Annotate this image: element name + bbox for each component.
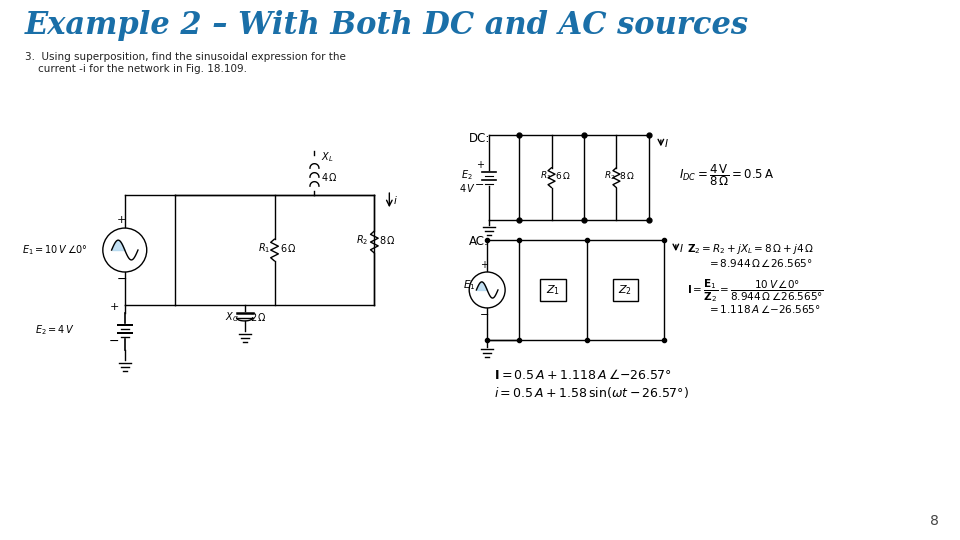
Text: −: −: [108, 335, 119, 348]
Text: current ­i for the network in Fig. 18.109.: current ­i for the network in Fig. 18.10…: [38, 64, 247, 75]
Text: −: −: [116, 273, 127, 286]
Text: $I_{DC} = \dfrac{4\,\mathrm{V}}{8\,\Omega} = 0.5\,\mathrm{A}$: $I_{DC} = \dfrac{4\,\mathrm{V}}{8\,\Omeg…: [679, 163, 774, 188]
Text: $E_1 = 10\,V\,\angle 0°$: $E_1 = 10\,V\,\angle 0°$: [22, 243, 87, 257]
Text: +: +: [109, 302, 119, 312]
Text: $4\,V$: $4\,V$: [459, 181, 476, 194]
Text: $2\,\Omega$: $2\,\Omega$: [250, 311, 266, 323]
Text: $6\,\Omega$: $6\,\Omega$: [279, 242, 297, 254]
Text: $8\,\Omega$: $8\,\Omega$: [379, 234, 396, 246]
Text: $Z_1$: $Z_1$: [546, 283, 561, 297]
Text: $Z_2$: $Z_2$: [618, 283, 633, 297]
Text: $6\,\Omega$: $6\,\Omega$: [555, 170, 570, 181]
Text: $\quad\quad = 8.944\,\Omega\,\angle 26.565°$: $\quad\quad = 8.944\,\Omega\,\angle 26.5…: [686, 257, 812, 269]
Text: −: −: [475, 180, 484, 190]
Circle shape: [469, 272, 505, 308]
Text: −: −: [479, 310, 489, 320]
Text: $\mathbf{I} = 0.5\,A + 1.118\,A\,\angle{-26.57°}$: $\mathbf{I} = 0.5\,A + 1.118\,A\,\angle{…: [494, 368, 672, 382]
Text: $X_L$: $X_L$: [322, 150, 334, 164]
Text: $\mathbf{Z}_2 = R_2 + jX_L = 8\,\Omega + j4\,\Omega$: $\mathbf{Z}_2 = R_2 + jX_L = 8\,\Omega +…: [686, 242, 813, 256]
Text: +: +: [480, 260, 489, 270]
Text: 3.  Using superposition, find the sinusoidal expression for the: 3. Using superposition, find the sinusoi…: [25, 52, 346, 63]
Text: $8\,\Omega$: $8\,\Omega$: [619, 170, 636, 181]
Text: $E_1$: $E_1$: [463, 278, 475, 292]
Text: +: +: [117, 215, 127, 225]
FancyBboxPatch shape: [612, 279, 638, 301]
Text: $R_2$: $R_2$: [605, 170, 616, 182]
Text: 8: 8: [929, 514, 938, 528]
Text: $\quad\quad = 1.118\,A\,\angle{-26.565°}$: $\quad\quad = 1.118\,A\,\angle{-26.565°}…: [686, 303, 821, 315]
Text: $R_1$: $R_1$: [257, 241, 270, 255]
Text: $\mathbf{I} = \dfrac{\mathbf{E}_1}{\mathbf{Z}_2} = \dfrac{10\,V\,\angle 0°}{8.94: $\mathbf{I} = \dfrac{\mathbf{E}_1}{\math…: [686, 277, 824, 304]
Text: $R_1$: $R_1$: [540, 170, 551, 182]
Text: $R_2$: $R_2$: [356, 233, 369, 247]
Text: AC:: AC:: [469, 235, 490, 248]
Text: Example 2 – With Both DC and AC sources: Example 2 – With Both DC and AC sources: [25, 10, 749, 42]
Text: $E_2$: $E_2$: [462, 168, 473, 181]
Text: $4\,\Omega$: $4\,\Omega$: [322, 171, 338, 183]
Text: DC:: DC:: [469, 132, 491, 145]
Text: $I$: $I$: [679, 242, 684, 254]
Text: $E_2 = 4\,V$: $E_2 = 4\,V$: [35, 323, 75, 337]
Text: $I$: $I$: [664, 137, 668, 149]
Circle shape: [103, 228, 147, 272]
FancyBboxPatch shape: [540, 279, 566, 301]
Text: $i$: $i$: [394, 194, 398, 206]
Text: +: +: [476, 160, 484, 170]
Text: $X_C$: $X_C$: [225, 310, 238, 324]
Text: $i = 0.5\,A + 1.58\,\sin(\omega t - 26.57°)$: $i = 0.5\,A + 1.58\,\sin(\omega t - 26.5…: [494, 385, 689, 400]
